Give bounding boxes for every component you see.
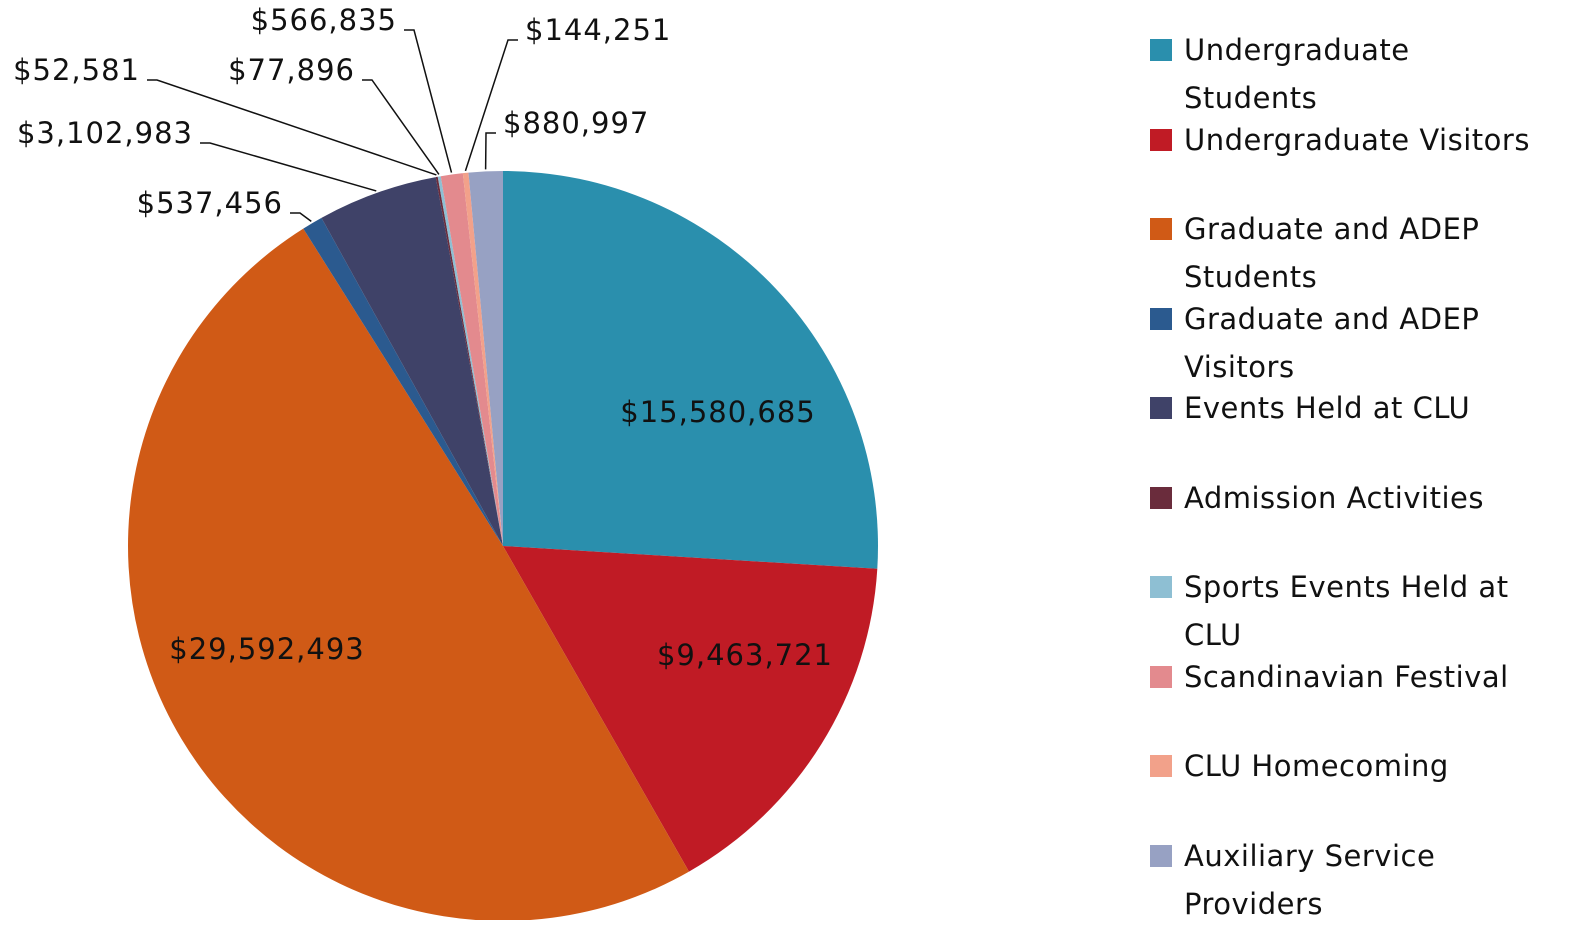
data-label: $77,896 bbox=[228, 53, 355, 87]
pie-slice bbox=[468, 171, 503, 546]
pie-area: $15,580,685 $9,463,721 $29,592,493 $537,456… bbox=[13, 3, 878, 920]
legend-swatch bbox=[1150, 755, 1172, 777]
leader-line bbox=[200, 142, 377, 192]
data-label: $880,997 bbox=[503, 106, 649, 140]
legend-label: Graduate and ADEP Students bbox=[1184, 212, 1480, 294]
legend-item: Auxiliary Service Providers bbox=[1150, 832, 1550, 928]
leader-line bbox=[362, 79, 440, 175]
legend-label: Undergraduate Students bbox=[1184, 33, 1410, 115]
leader-line bbox=[464, 39, 518, 172]
pie-slice bbox=[437, 176, 503, 547]
legend-label: Graduate and ADEP Visitors bbox=[1184, 301, 1480, 384]
legend-item: Graduate and ADEP Visitors bbox=[1150, 295, 1550, 391]
legend-item: Undergraduate Students bbox=[1150, 26, 1550, 122]
legend-swatch bbox=[1150, 39, 1172, 61]
pie-slice bbox=[503, 171, 878, 569]
legend-swatch bbox=[1150, 218, 1172, 240]
legend-label: Sports Events Held at CLU bbox=[1184, 570, 1509, 652]
pie-slice bbox=[503, 546, 878, 872]
legend-swatch bbox=[1150, 844, 1172, 867]
data-label: $29,592,493 bbox=[169, 632, 365, 666]
legend-swatch bbox=[1150, 307, 1172, 330]
pie-slice bbox=[435, 176, 503, 546]
legend-item: Scandinavian Festival bbox=[1150, 653, 1550, 701]
data-label: $144,251 bbox=[525, 13, 671, 47]
legend-swatch bbox=[1150, 397, 1172, 419]
leader-line bbox=[484, 132, 496, 170]
legend-swatch bbox=[1150, 486, 1172, 509]
legend-label: CLU Homecoming bbox=[1184, 749, 1449, 783]
legend-swatch bbox=[1150, 576, 1172, 598]
legend-item: CLU Homecoming bbox=[1150, 742, 1550, 790]
data-label: $3,102,983 bbox=[17, 116, 193, 150]
data-label: $52,581 bbox=[13, 53, 140, 87]
data-label: $537,456 bbox=[137, 186, 283, 220]
leader-line bbox=[147, 79, 437, 176]
legend-item: Events Held at CLU bbox=[1150, 384, 1550, 432]
leader-line bbox=[290, 212, 312, 222]
pie-slice bbox=[321, 177, 503, 546]
legend-label: Undergraduate Visitors bbox=[1184, 122, 1530, 157]
legend-item: Graduate and ADEP Students bbox=[1150, 205, 1550, 301]
legend-label: Scandinavian Festival bbox=[1184, 659, 1509, 694]
legend-swatch bbox=[1150, 128, 1172, 151]
leader-line bbox=[404, 29, 453, 173]
data-label: $566,835 bbox=[251, 3, 397, 37]
pie-slice bbox=[128, 228, 689, 920]
legend-item: Undergraduate Visitors bbox=[1150, 116, 1550, 164]
legend-label: Admission Activities bbox=[1184, 480, 1484, 515]
pie-slice bbox=[303, 217, 503, 546]
pie-slice bbox=[440, 173, 503, 546]
legend-swatch bbox=[1150, 665, 1172, 688]
legend-item: Admission Activities bbox=[1150, 474, 1550, 522]
pie-slice bbox=[462, 172, 503, 546]
data-label: $9,463,721 bbox=[657, 638, 833, 672]
legend-label: Auxiliary Service Providers bbox=[1184, 838, 1436, 921]
legend-label: Events Held at CLU bbox=[1184, 391, 1471, 425]
legend-item: Sports Events Held at CLU bbox=[1150, 563, 1550, 659]
data-label: $15,580,685 bbox=[620, 395, 816, 429]
